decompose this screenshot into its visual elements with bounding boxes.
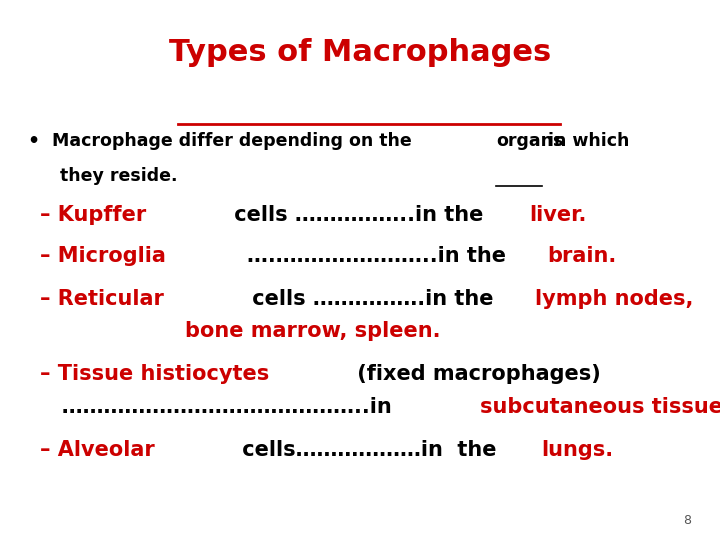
Text: ….…………………..in the: ….…………………..in the <box>246 246 513 266</box>
Text: (fixed macrophages): (fixed macrophages) <box>350 364 600 384</box>
Text: •: • <box>27 132 40 151</box>
Text: ……………………………………..in: ……………………………………..in <box>40 397 399 417</box>
Text: cells………………in  the: cells………………in the <box>235 440 504 460</box>
Text: cells …………….in the: cells …………….in the <box>245 289 500 309</box>
Text: 8: 8 <box>683 514 691 526</box>
Text: liver.: liver. <box>529 205 587 225</box>
Text: Macrophage differ depending on the: Macrophage differ depending on the <box>52 132 418 150</box>
Text: – Reticular: – Reticular <box>40 289 163 309</box>
Text: they reside.: they reside. <box>60 167 178 185</box>
Text: lymph nodes,: lymph nodes, <box>535 289 693 309</box>
Text: cells ……………..in the: cells ……………..in the <box>227 205 490 225</box>
Text: Types of Macrophages: Types of Macrophages <box>169 38 551 67</box>
Text: – Alveolar: – Alveolar <box>40 440 154 460</box>
Text: – Kupffer: – Kupffer <box>40 205 146 225</box>
Text: organs: organs <box>496 132 563 150</box>
Text: – Tissue histiocytes: – Tissue histiocytes <box>40 364 269 384</box>
Text: – Microglia: – Microglia <box>40 246 166 266</box>
Text: brain.: brain. <box>547 246 616 266</box>
Text: in which: in which <box>541 132 629 150</box>
Text: subcutaneous tissues.: subcutaneous tissues. <box>480 397 720 417</box>
Text: lungs.: lungs. <box>541 440 613 460</box>
Text: bone marrow, spleen.: bone marrow, spleen. <box>40 321 440 341</box>
